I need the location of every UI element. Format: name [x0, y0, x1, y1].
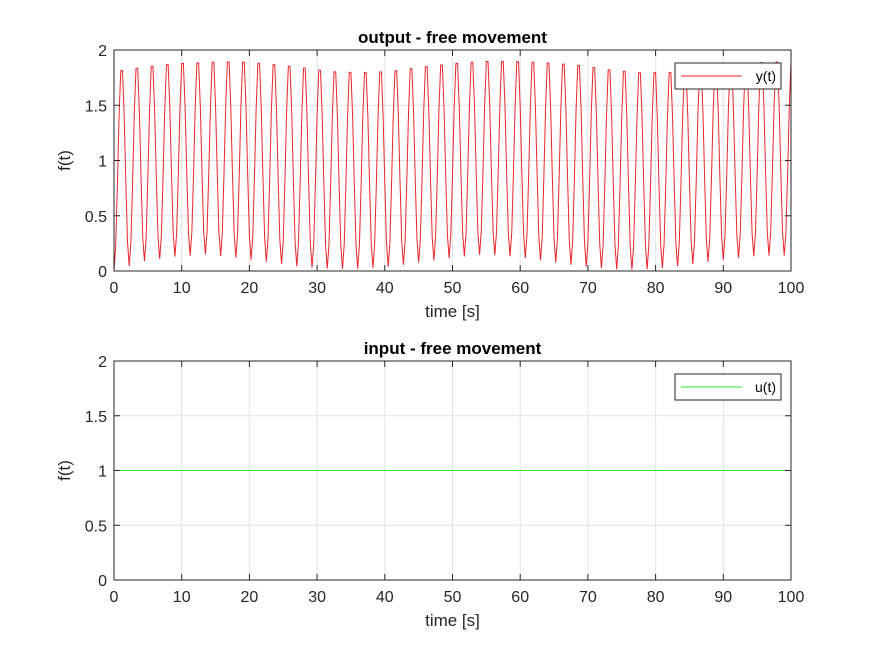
input-x-tick-label: 20 — [241, 589, 259, 606]
input-axes: 0 10 20 30 40 50 60 70 80 90 100 0 0.5 1 1.5 2 input - f… — [55, 339, 804, 630]
output-legend: y(t) — [674, 62, 782, 90]
input-x-tick-label: 50 — [444, 589, 462, 606]
input-chart-title: input - free movement — [364, 339, 542, 358]
input-x-tick-label: 60 — [511, 589, 529, 606]
output-x-tick-label: 50 — [444, 280, 462, 297]
output-x-tick-label: 90 — [714, 280, 732, 297]
input-x-tick-label: 40 — [376, 589, 394, 606]
output-y-tick-label: 0 — [98, 264, 107, 281]
output-chart-title: output - free movement — [358, 28, 547, 47]
input-legend-label: u(t) — [755, 379, 776, 395]
output-axes: 0 10 20 30 40 50 60 70 80 90 100 0 0.5 1 1.5 2 output - … — [55, 28, 804, 321]
input-x-tick-label: 80 — [647, 589, 665, 606]
output-x-tick-label: 20 — [241, 280, 259, 297]
output-series-line-0 — [114, 61, 791, 271]
output-x-tick-label: 80 — [647, 280, 665, 297]
input-y-tick-label: 0.5 — [85, 518, 107, 535]
output-y-tick-label: 0.5 — [85, 209, 107, 226]
input-x-tick-label: 100 — [778, 589, 805, 606]
output-x-tick-label: 30 — [308, 280, 326, 297]
input-y-tick-label: 1.5 — [85, 409, 107, 426]
input-y-tick-label: 0 — [98, 573, 107, 590]
input-y-tick-label: 2 — [98, 354, 107, 371]
output-y-axis-label: f(t) — [55, 150, 74, 171]
input-x-axis-label: time [s] — [425, 611, 480, 630]
input-x-tick-label: 10 — [173, 589, 191, 606]
input-x-tick-label: 70 — [579, 589, 597, 606]
input-legend: u(t) — [674, 373, 782, 401]
output-legend-label: y(t) — [756, 68, 776, 84]
input-y-axis-label: f(t) — [55, 460, 74, 481]
input-x-tick-label: 30 — [308, 589, 326, 606]
output-x-tick-label: 10 — [173, 280, 191, 297]
input-y-tick-label: 1 — [98, 464, 107, 481]
output-y-tick-label: 1 — [98, 154, 107, 171]
output-y-tick-label: 2 — [98, 43, 107, 60]
output-x-tick-label: 60 — [511, 280, 529, 297]
output-x-tick-label: 70 — [579, 280, 597, 297]
output-x-tick-label: 40 — [376, 280, 394, 297]
output-x-axis-label: time [s] — [425, 302, 480, 321]
input-x-tick-label: 90 — [714, 589, 732, 606]
input-x-tick-label: 0 — [110, 589, 119, 606]
output-y-tick-label: 1.5 — [85, 98, 107, 115]
output-x-tick-label: 0 — [110, 280, 119, 297]
output-x-tick-label: 100 — [778, 280, 805, 297]
